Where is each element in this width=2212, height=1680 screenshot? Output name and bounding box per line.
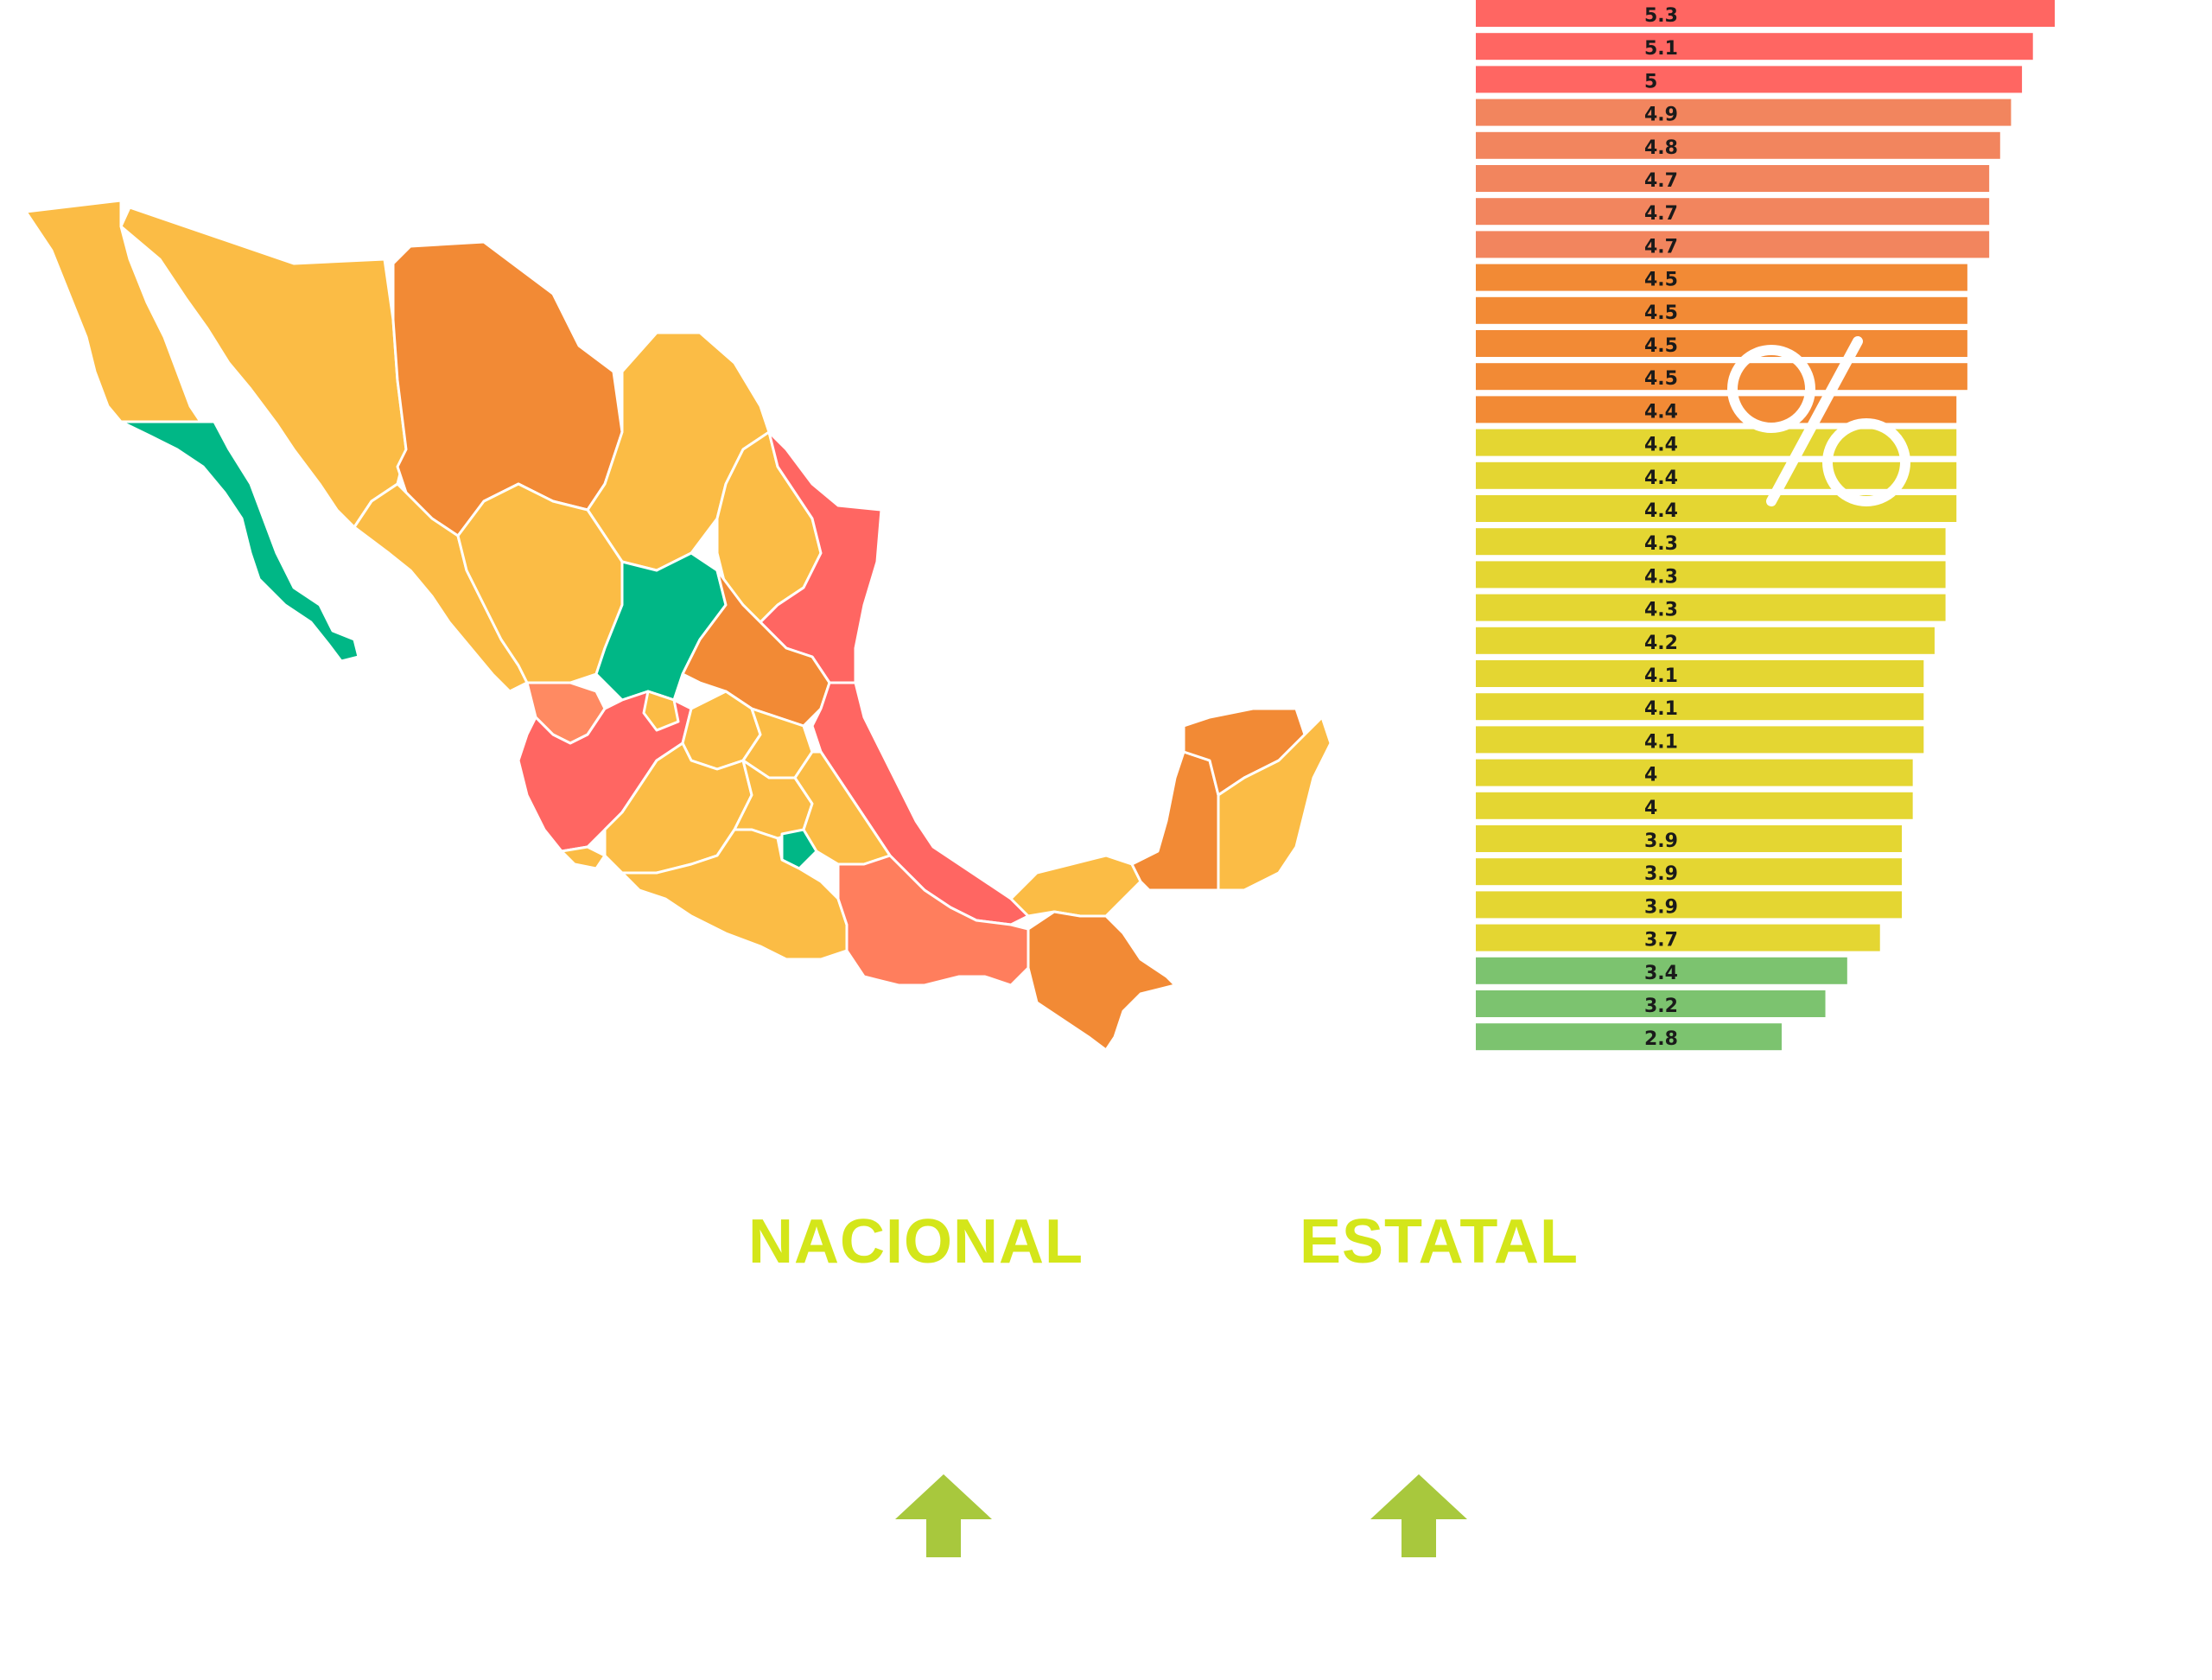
bar-value-label: 4.5: [1644, 335, 1678, 357]
map-region-oaxaca: [836, 854, 1030, 987]
bar: [1476, 693, 1924, 721]
bar: [1476, 660, 1924, 687]
map-region-colima: [560, 845, 607, 870]
bar-value-label: 2.8: [1644, 1028, 1678, 1050]
arrow-up-icon: [1370, 1474, 1467, 1557]
bar: [1476, 99, 2012, 126]
bar-value-label: 4.1: [1644, 665, 1678, 687]
bar-value-label: 3.2: [1644, 996, 1678, 1017]
map-region-chiapas: [1027, 910, 1177, 1052]
bar-value-label: 5.1: [1644, 38, 1678, 60]
bar-value-label: 4.4: [1644, 500, 1678, 522]
bar-labels-group: 5.3 5.1 5 4.9 4.8 4.7 4.7 4.7 4.5 4.5 4.5 4.5 4.4 4.4…: [1644, 5, 1678, 1050]
bar: [1476, 198, 1990, 226]
map-region-aguascalientes: [642, 690, 680, 732]
bar: [1476, 0, 2055, 27]
bar-value-label: 4.7: [1644, 236, 1678, 258]
bar-value-label: 3.9: [1644, 896, 1678, 918]
bar: [1476, 858, 1903, 886]
bar-value-label: 5.3: [1644, 5, 1678, 27]
bar: [1476, 561, 1946, 589]
bar-value-label: 4: [1644, 798, 1657, 819]
bar-value-label: 5: [1644, 71, 1657, 92]
bar-value-label: 4: [1644, 765, 1657, 786]
map-region-baja-california-sur: [119, 420, 360, 663]
percent-sign-icon: [1727, 336, 1910, 506]
bar-value-label: 4.3: [1644, 600, 1678, 621]
bar: [1476, 726, 1924, 754]
bar-value-label: 4.7: [1644, 170, 1678, 192]
section-label-nacional: NACIONAL: [748, 1207, 1084, 1276]
bar-value-label: 4.9: [1644, 105, 1678, 126]
bar-value-label: 4.1: [1644, 698, 1678, 720]
bar-value-label: 4.4: [1644, 435, 1678, 456]
bar: [1476, 924, 1880, 951]
bar: [1476, 528, 1946, 556]
bar-value-label: 4.4: [1644, 468, 1678, 489]
bar: [1476, 461, 1957, 489]
bar: [1476, 231, 1990, 258]
arrow-up-icon: [895, 1474, 992, 1557]
bar: [1476, 759, 1913, 786]
bar: [1476, 264, 1967, 291]
bar-value-label: 4.1: [1644, 731, 1678, 753]
bar: [1476, 627, 1935, 654]
bar: [1476, 825, 1903, 852]
bar: [1476, 792, 1913, 819]
bar-value-label: 4.3: [1644, 566, 1678, 588]
map-region-tabasco: [1009, 854, 1142, 918]
bar-value-label: 4.2: [1644, 633, 1678, 654]
bar-value-label: 4.5: [1644, 302, 1678, 324]
bar: [1476, 66, 2023, 93]
bar-value-label: 3.9: [1644, 830, 1678, 852]
bar-value-label: 3.9: [1644, 863, 1678, 885]
bar: [1476, 165, 1990, 192]
bar: [1476, 33, 2033, 60]
bar-value-label: 4.3: [1644, 533, 1678, 555]
bar: [1476, 1023, 1782, 1051]
bar: [1476, 957, 1847, 984]
map-region-sonora: [119, 206, 408, 529]
bar-value-label: 3.7: [1644, 930, 1678, 951]
bar-value-label: 3.4: [1644, 963, 1678, 984]
section-label-estatal: ESTATAL: [1300, 1207, 1579, 1276]
map-region-quintana-roo: [1217, 716, 1332, 892]
bar: [1476, 363, 1967, 391]
bars-group: [1476, 0, 2055, 1051]
mexico-map: [24, 199, 1332, 1052]
bar: [1476, 396, 1957, 423]
bar: [1476, 330, 1967, 357]
bar: [1476, 594, 1946, 621]
bar-value-label: 4.8: [1644, 137, 1678, 159]
bar: [1476, 990, 1826, 1017]
bar-value-label: 4.4: [1644, 401, 1678, 423]
bar: [1476, 296, 1967, 324]
bar: [1476, 131, 2000, 159]
bar-value-label: 4.7: [1644, 203, 1678, 225]
bar: [1476, 429, 1957, 456]
bar-value-label: 4.5: [1644, 368, 1678, 390]
bar-value-label: 4.5: [1644, 270, 1678, 291]
bar: [1476, 891, 1903, 919]
